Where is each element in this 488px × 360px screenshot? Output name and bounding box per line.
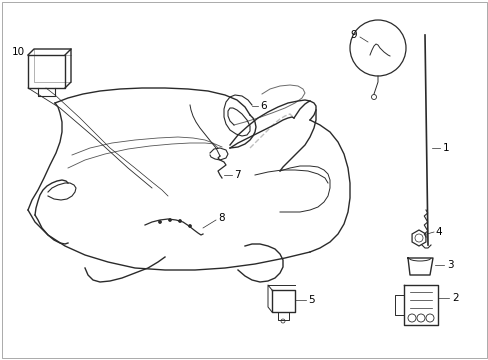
Text: 6: 6 [260,101,266,111]
Text: 3: 3 [446,260,453,270]
Text: 8: 8 [218,213,224,223]
Circle shape [178,220,181,222]
Text: 1: 1 [442,143,448,153]
Circle shape [168,219,171,221]
Circle shape [188,225,191,228]
Text: 9: 9 [350,30,357,40]
Circle shape [158,220,161,224]
Text: 5: 5 [307,295,314,305]
Text: 2: 2 [451,293,458,303]
Text: 4: 4 [434,227,441,237]
Text: 10: 10 [11,47,24,57]
Text: 7: 7 [234,170,240,180]
